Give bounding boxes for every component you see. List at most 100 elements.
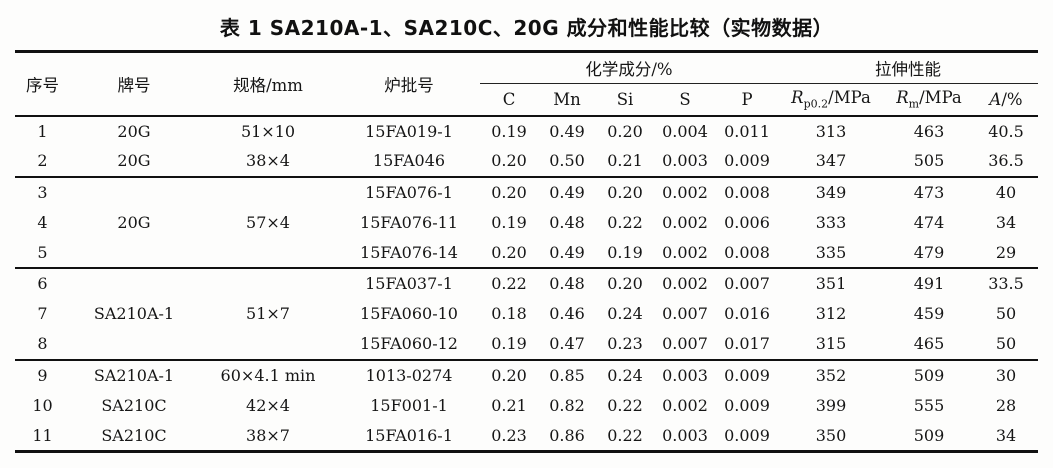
rp02-subscript: p0.2 bbox=[803, 97, 829, 111]
a-symbol: A bbox=[989, 89, 1002, 109]
cell-mn: 0.85 bbox=[549, 365, 585, 385]
cell-s: 0.004 bbox=[662, 121, 708, 141]
cell-rm: 509 bbox=[913, 365, 945, 385]
col-header-grade: 牌号 bbox=[70, 51, 198, 117]
cell-s: 0.003 bbox=[662, 365, 708, 385]
table-row: 10 SA210C 42×4 15F001-1 0.21 0.82 0.22 0… bbox=[15, 390, 1038, 421]
col-header-spec: 规格/mm bbox=[198, 51, 338, 117]
cell-c: 0.20 bbox=[491, 182, 527, 202]
cell-heat: 15FA076-11 bbox=[360, 212, 458, 232]
cell-a: 36.5 bbox=[974, 146, 1039, 178]
group-header-chemical: 化学成分/% bbox=[480, 51, 778, 84]
cell-mn: 0.46 bbox=[549, 304, 585, 324]
cell-rp02: 312 bbox=[815, 304, 847, 324]
cell-mn: 0.47 bbox=[538, 329, 596, 361]
cell-heat: 15FA060-12 bbox=[338, 329, 480, 361]
cell-grade: SA210C bbox=[101, 395, 167, 415]
cell-p: 0.011 bbox=[724, 121, 770, 141]
col-header-mn: Mn bbox=[538, 83, 596, 117]
cell-rm: 509 bbox=[913, 425, 945, 445]
cell-a: 50 bbox=[974, 329, 1039, 361]
cell-a: 50 bbox=[995, 304, 1017, 324]
table-row: 3 20G 57×4 15FA076-1 0.20 0.49 0.20 0.00… bbox=[15, 176, 1038, 269]
cell-heat: 15FA019-1 bbox=[365, 121, 453, 141]
col-header-rp02: Rp0.2/MPa bbox=[778, 83, 884, 117]
cell-a: 29 bbox=[974, 237, 1039, 269]
cell-a: 40.5 bbox=[988, 121, 1024, 141]
cell-spec-group: 57×4 bbox=[198, 176, 338, 269]
cell-heat: 15FA076-1 bbox=[365, 182, 453, 202]
cell-grade-group: SA210A-1 bbox=[70, 268, 198, 361]
cell-spec: 38×4 bbox=[198, 146, 338, 178]
col-header-s: S bbox=[654, 83, 716, 117]
cell-rm: 463 bbox=[913, 121, 945, 141]
cell-no: 10 bbox=[32, 395, 53, 415]
cell-s: 0.003 bbox=[662, 425, 708, 445]
cell-c: 0.18 bbox=[491, 304, 527, 324]
cell-no: 2 bbox=[15, 146, 70, 178]
cell-rp02: 335 bbox=[778, 237, 884, 269]
cell-a: 40 bbox=[995, 182, 1017, 202]
cell-mn: 0.48 bbox=[549, 212, 585, 232]
cell-a: 30 bbox=[995, 365, 1017, 385]
cell-mn: 0.49 bbox=[549, 121, 585, 141]
cell-p: 0.016 bbox=[724, 304, 770, 324]
cell-rm: 473 bbox=[913, 182, 945, 202]
table-row: 7 15FA060-10 0.18 0.46 0.24 0.007 0.016 … bbox=[15, 299, 1038, 330]
table-row: 9 SA210A-1 60×4.1 min 1013-0274 0.20 0.8… bbox=[15, 360, 1038, 391]
cell-rm: 474 bbox=[913, 212, 945, 232]
cell-c: 0.19 bbox=[480, 329, 538, 361]
cell-mn: 0.50 bbox=[538, 146, 596, 178]
cell-mn: 0.82 bbox=[549, 395, 585, 415]
cell-heat: 15FA016-1 bbox=[365, 425, 453, 445]
cell-si: 0.23 bbox=[596, 329, 654, 361]
cell-si: 0.20 bbox=[607, 121, 643, 141]
cell-s: 0.007 bbox=[654, 329, 716, 361]
cell-si: 0.19 bbox=[596, 237, 654, 269]
cell-si: 0.24 bbox=[607, 365, 643, 385]
cell-a: 34 bbox=[995, 212, 1017, 232]
rm-symbol: R bbox=[896, 88, 909, 108]
table-title: 表 1 SA210A-1、SA210C、20G 成分和性能比较（实物数据） bbox=[219, 16, 834, 40]
cell-heat: 15FA076-14 bbox=[338, 237, 480, 269]
cell-no: 1 bbox=[37, 121, 48, 141]
cell-p: 0.007 bbox=[724, 274, 770, 294]
cell-heat: 1013-0274 bbox=[365, 365, 453, 385]
cell-no: 5 bbox=[15, 237, 70, 269]
cell-rp02: 352 bbox=[815, 365, 847, 385]
cell-rm: 505 bbox=[884, 146, 974, 178]
cell-a: 28 bbox=[995, 395, 1017, 415]
cell-a: 33.5 bbox=[988, 274, 1024, 294]
cell-rm: 479 bbox=[884, 237, 974, 269]
cell-grade: SA210A-1 bbox=[93, 365, 175, 385]
cell-p: 0.009 bbox=[724, 425, 770, 445]
col-header-no: 序号 bbox=[15, 51, 70, 117]
cell-a: 34 bbox=[995, 425, 1017, 445]
header-row-elements: C Mn Si S P Rp0.2/MPa Rm/MPa A/% bbox=[15, 83, 1039, 117]
rm-unit: /MPa bbox=[919, 88, 962, 108]
cell-p: 0.009 bbox=[724, 395, 770, 415]
cell-spec: 60×4.1 min bbox=[220, 365, 316, 385]
cell-p: 0.017 bbox=[716, 329, 778, 361]
cell-s: 0.007 bbox=[662, 304, 708, 324]
col-header-p: P bbox=[716, 83, 778, 117]
cell-rp02: 333 bbox=[815, 212, 847, 232]
cell-spec-group: 51×7 bbox=[198, 268, 338, 361]
cell-s: 0.002 bbox=[654, 237, 716, 269]
cell-p: 0.009 bbox=[724, 365, 770, 385]
header-row-groups: 序号 牌号 规格/mm 炉批号 化学成分/% 拉伸性能 bbox=[15, 51, 1039, 117]
cell-rp02: 313 bbox=[815, 121, 847, 141]
cell-s: 0.002 bbox=[662, 212, 708, 232]
cell-rp02: 399 bbox=[815, 395, 847, 415]
cell-rp02: 350 bbox=[815, 425, 847, 445]
a-unit: /% bbox=[1001, 89, 1023, 109]
cell-p: 0.008 bbox=[716, 237, 778, 269]
cell-mn: 0.86 bbox=[549, 425, 585, 445]
cell-si: 0.22 bbox=[607, 425, 643, 445]
cell-si: 0.21 bbox=[596, 146, 654, 178]
cell-si: 0.20 bbox=[607, 182, 643, 202]
table-row: 4 15FA076-11 0.19 0.48 0.22 0.002 0.006 … bbox=[15, 207, 1038, 238]
cell-no: 4 bbox=[37, 212, 48, 232]
cell-c: 0.20 bbox=[491, 365, 527, 385]
cell-c: 0.19 bbox=[491, 212, 527, 232]
